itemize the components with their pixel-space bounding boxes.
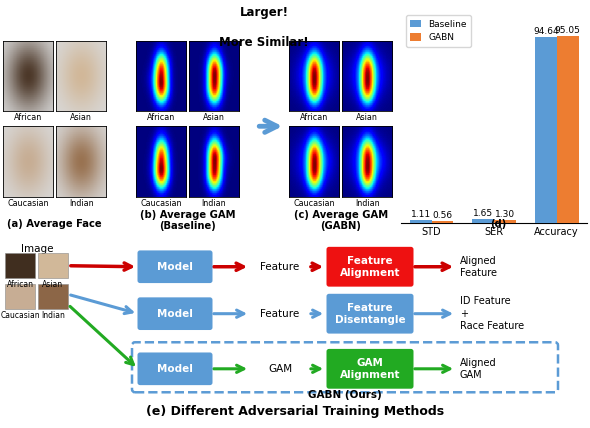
Text: Aligned
Feature: Aligned Feature [460,256,497,278]
Text: African: African [14,113,42,122]
Text: African: African [300,113,328,122]
Text: Feature
Disentangle: Feature Disentangle [335,303,405,325]
Text: Caucasian: Caucasian [0,311,40,320]
Bar [431,221,454,223]
Bar [472,219,494,223]
Text: (b) Average GAM: (b) Average GAM [140,211,235,220]
Text: Feature: Feature [260,309,300,319]
Text: Caucasian: Caucasian [140,199,182,208]
Text: (e) Different Adversarial Training Methods: (e) Different Adversarial Training Metho… [146,405,444,418]
Text: GABN (Ours): GABN (Ours) [308,390,382,400]
Text: (d): (d) [490,219,507,229]
Text: Feature: Feature [260,262,300,272]
Text: Indian: Indian [69,199,93,208]
Text: Feature
Alignment: Feature Alignment [340,256,400,278]
Text: African: African [6,280,34,289]
Text: More Similar!: More Similar! [219,36,309,49]
FancyBboxPatch shape [326,294,414,333]
Text: Indian: Indian [355,199,379,208]
FancyBboxPatch shape [137,297,212,330]
Text: Image: Image [21,244,53,254]
Text: 1.30: 1.30 [495,210,515,219]
Text: 0.56: 0.56 [432,211,453,220]
FancyBboxPatch shape [137,353,212,385]
Text: Asian: Asian [70,113,92,122]
Text: 95.05: 95.05 [555,26,581,35]
Bar [494,220,516,223]
Text: (a) Average Face: (a) Average Face [7,219,102,229]
Text: Caucasian: Caucasian [7,199,49,208]
Text: 94.64: 94.64 [533,27,559,36]
Text: (GABN): (GABN) [320,221,361,231]
Text: 1.11: 1.11 [411,211,431,220]
Text: Asian: Asian [42,280,64,289]
FancyBboxPatch shape [5,284,35,309]
Bar [535,37,557,223]
Text: (Baseline): (Baseline) [159,221,216,231]
Text: Model: Model [157,364,193,374]
FancyBboxPatch shape [326,247,414,287]
Text: Indian: Indian [41,311,65,320]
FancyBboxPatch shape [38,284,68,309]
Text: Asian: Asian [356,113,378,122]
Text: ID Feature
+
Race Feature: ID Feature + Race Feature [460,296,524,331]
FancyBboxPatch shape [326,349,414,389]
Text: 1.65: 1.65 [473,209,493,218]
Text: GAM
Alignment: GAM Alignment [340,358,400,380]
Bar [409,220,431,223]
Text: Model: Model [157,309,193,319]
Text: Caucasian: Caucasian [293,199,335,208]
Text: Aligned
GAM: Aligned GAM [460,358,497,380]
FancyBboxPatch shape [5,253,35,278]
Bar [557,36,579,223]
Text: (c) Average GAM: (c) Average GAM [294,211,388,220]
Text: Indian: Indian [202,199,226,208]
FancyBboxPatch shape [137,250,212,283]
Legend: Baseline, GABN: Baseline, GABN [406,15,471,47]
Text: Model: Model [157,262,193,272]
Text: GAM: GAM [268,364,292,374]
Text: Larger!: Larger! [240,6,289,19]
FancyBboxPatch shape [38,253,68,278]
Text: African: African [147,113,175,122]
Text: Asian: Asian [203,113,225,122]
